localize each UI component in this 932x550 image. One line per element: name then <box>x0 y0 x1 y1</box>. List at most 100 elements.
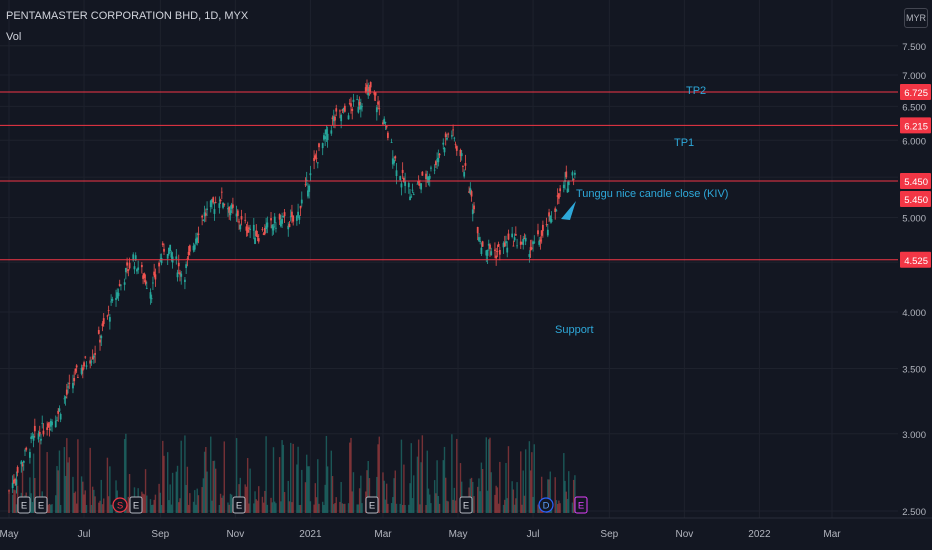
volume-bar <box>103 498 105 513</box>
candle-body <box>565 171 568 178</box>
volume-bar <box>228 504 230 513</box>
volume-bar <box>63 447 66 513</box>
volume-bar <box>502 504 505 513</box>
candle-body <box>341 109 344 111</box>
candle-body <box>357 106 360 113</box>
volume-bar <box>361 503 363 513</box>
event-marker-earnings[interactable] <box>232 496 246 514</box>
currency-button[interactable]: MYR <box>904 8 928 28</box>
volume-bar <box>314 483 317 513</box>
volume-bar <box>123 439 126 513</box>
candle-body <box>361 106 363 108</box>
volume-bar <box>399 503 401 513</box>
event-marker-split[interactable] <box>112 497 128 513</box>
candle-body <box>418 183 421 186</box>
candle-body <box>503 242 506 247</box>
candle-body <box>331 117 334 120</box>
candle-body <box>132 254 135 261</box>
volume-bar <box>564 480 566 513</box>
event-marker-earnings[interactable] <box>17 496 31 514</box>
candle-body <box>123 282 126 285</box>
candle-body <box>238 221 240 223</box>
candle-body <box>154 274 157 280</box>
event-marker-earnings[interactable] <box>459 496 473 514</box>
candle-body <box>486 250 489 256</box>
symbol-title: PENTAMASTER CORPORATION BHD, 1D, MYX <box>6 10 249 22</box>
annotation-label[interactable]: Support <box>555 324 594 336</box>
candle-body <box>158 262 160 267</box>
candle-body <box>48 428 51 430</box>
volume-bar <box>57 470 59 513</box>
volume-bar <box>309 501 312 513</box>
candle-body <box>42 430 45 435</box>
event-marker-label: D <box>543 501 550 512</box>
candle-body <box>479 241 482 242</box>
candle-body <box>249 228 252 230</box>
volume-bar <box>160 504 163 513</box>
volume-bar <box>512 489 515 513</box>
annotation-label[interactable]: TP2 <box>686 85 706 97</box>
candle-body <box>72 382 74 389</box>
candle-body <box>245 226 248 231</box>
annotation-arrow[interactable] <box>561 201 576 220</box>
volume-bar <box>340 481 342 513</box>
candle-body <box>490 251 493 256</box>
volume-bar <box>516 482 518 513</box>
volume-bar <box>511 481 513 513</box>
candle-body <box>339 110 341 112</box>
candle-body <box>550 219 553 223</box>
price-tick-label: 4.000 <box>902 308 926 319</box>
candle-body <box>187 251 190 255</box>
candle-body <box>342 107 345 111</box>
volume-bar <box>185 484 187 513</box>
candle-body <box>197 233 200 235</box>
candle-body <box>220 191 223 193</box>
candle-body <box>391 158 394 165</box>
candle-body <box>487 243 490 246</box>
candle-body <box>163 248 165 252</box>
candle-body <box>270 218 272 221</box>
candle-body <box>137 267 140 270</box>
volume-bar <box>410 443 412 513</box>
volume-bar <box>197 495 200 513</box>
event-marker-earnings[interactable] <box>574 496 588 514</box>
volume-bar <box>472 481 474 513</box>
volume-bar <box>326 466 329 513</box>
candle-body <box>386 132 389 138</box>
event-marker-earnings[interactable] <box>365 496 379 514</box>
volume-bar <box>68 457 70 513</box>
candle-body <box>166 253 169 259</box>
event-marker-earnings[interactable] <box>34 496 48 514</box>
volume-bar <box>159 492 162 513</box>
candle-body <box>21 464 24 466</box>
candle-body <box>316 162 319 164</box>
annotation-label[interactable]: Tunggu nice candle close (KIV) <box>576 188 728 200</box>
volume-bar <box>334 502 336 513</box>
candle-body <box>63 398 66 400</box>
volume-bar <box>308 466 310 513</box>
candle-body <box>257 238 260 242</box>
candle-body <box>506 247 509 253</box>
candle-body <box>81 367 84 371</box>
event-marker-dividend[interactable] <box>538 497 554 513</box>
candle-body <box>84 356 87 358</box>
candle-body <box>443 148 446 153</box>
candle-body <box>507 233 510 240</box>
volume-bar <box>427 488 430 513</box>
volume-bar <box>522 470 524 513</box>
volume-bar <box>21 464 24 513</box>
volume-bar <box>520 451 522 513</box>
candle-body <box>566 188 569 193</box>
candle-body <box>57 410 60 414</box>
event-marker-label: E <box>38 501 44 512</box>
candle-body <box>416 183 419 185</box>
volume-bar <box>394 470 396 513</box>
volume-bar <box>290 442 292 513</box>
event-marker-earnings[interactable] <box>129 496 143 514</box>
annotation-label[interactable]: TP1 <box>674 137 694 149</box>
volume-bar <box>227 502 229 513</box>
volume-bar <box>296 464 298 513</box>
